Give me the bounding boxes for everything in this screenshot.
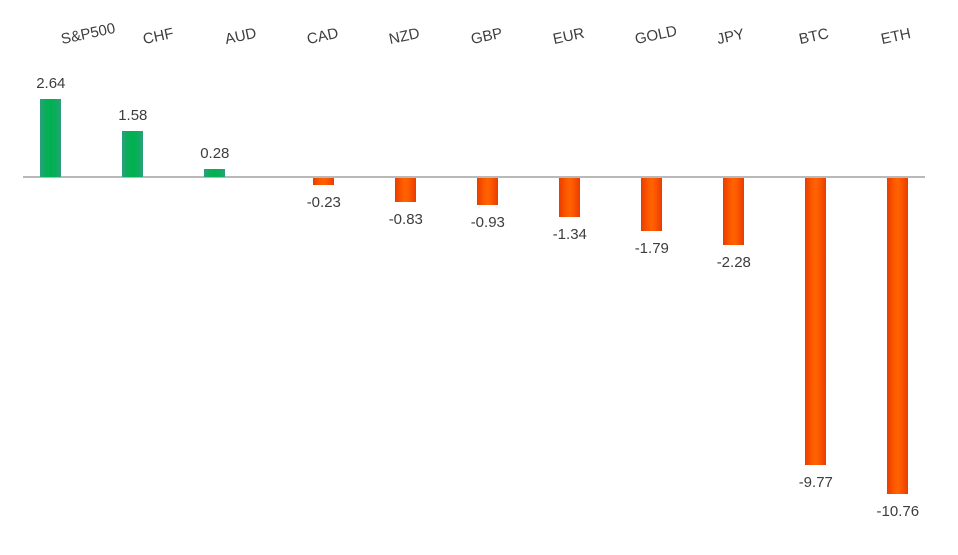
category-label-sp500: S&P500	[59, 19, 117, 48]
bar-jpy	[723, 178, 745, 246]
category-label-aud: AUD	[223, 24, 258, 48]
category-label-eur: EUR	[551, 24, 586, 48]
bar-eur	[559, 178, 581, 218]
bar-sp500	[40, 99, 62, 177]
value-label-gbp: -0.93	[470, 214, 505, 232]
category-label-chf: CHF	[141, 24, 176, 48]
category-label-gbp: GBP	[469, 24, 504, 48]
category-label-jpy: JPY	[715, 25, 746, 48]
value-label-eth: -10.76	[876, 503, 920, 521]
category-label-cad: CAD	[305, 24, 340, 48]
value-label-eur: -1.34	[552, 226, 587, 244]
bar-chf	[122, 130, 144, 177]
bar-gbp	[477, 178, 499, 206]
category-label-btc: BTC	[797, 25, 831, 48]
category-label-eth: ETH	[879, 25, 913, 48]
zero-baseline-axis	[23, 176, 925, 178]
bar-gold	[641, 178, 663, 231]
value-label-btc: -9.77	[798, 474, 833, 492]
bar-btc	[805, 178, 827, 466]
value-label-aud: 0.28	[200, 144, 230, 162]
bar-eth	[887, 178, 909, 495]
bar-cad	[313, 178, 335, 185]
category-label-nzd: NZD	[387, 24, 422, 48]
value-label-gold: -1.79	[634, 239, 669, 257]
bar-aud	[204, 168, 226, 177]
value-label-sp500: 2.64	[36, 75, 66, 93]
value-label-cad: -0.23	[306, 193, 341, 211]
value-label-chf: 1.58	[118, 106, 148, 124]
bar-nzd	[395, 178, 417, 203]
value-label-jpy: -2.28	[716, 254, 751, 272]
value-label-nzd: -0.83	[388, 211, 423, 229]
category-label-gold: GOLD	[633, 22, 679, 48]
